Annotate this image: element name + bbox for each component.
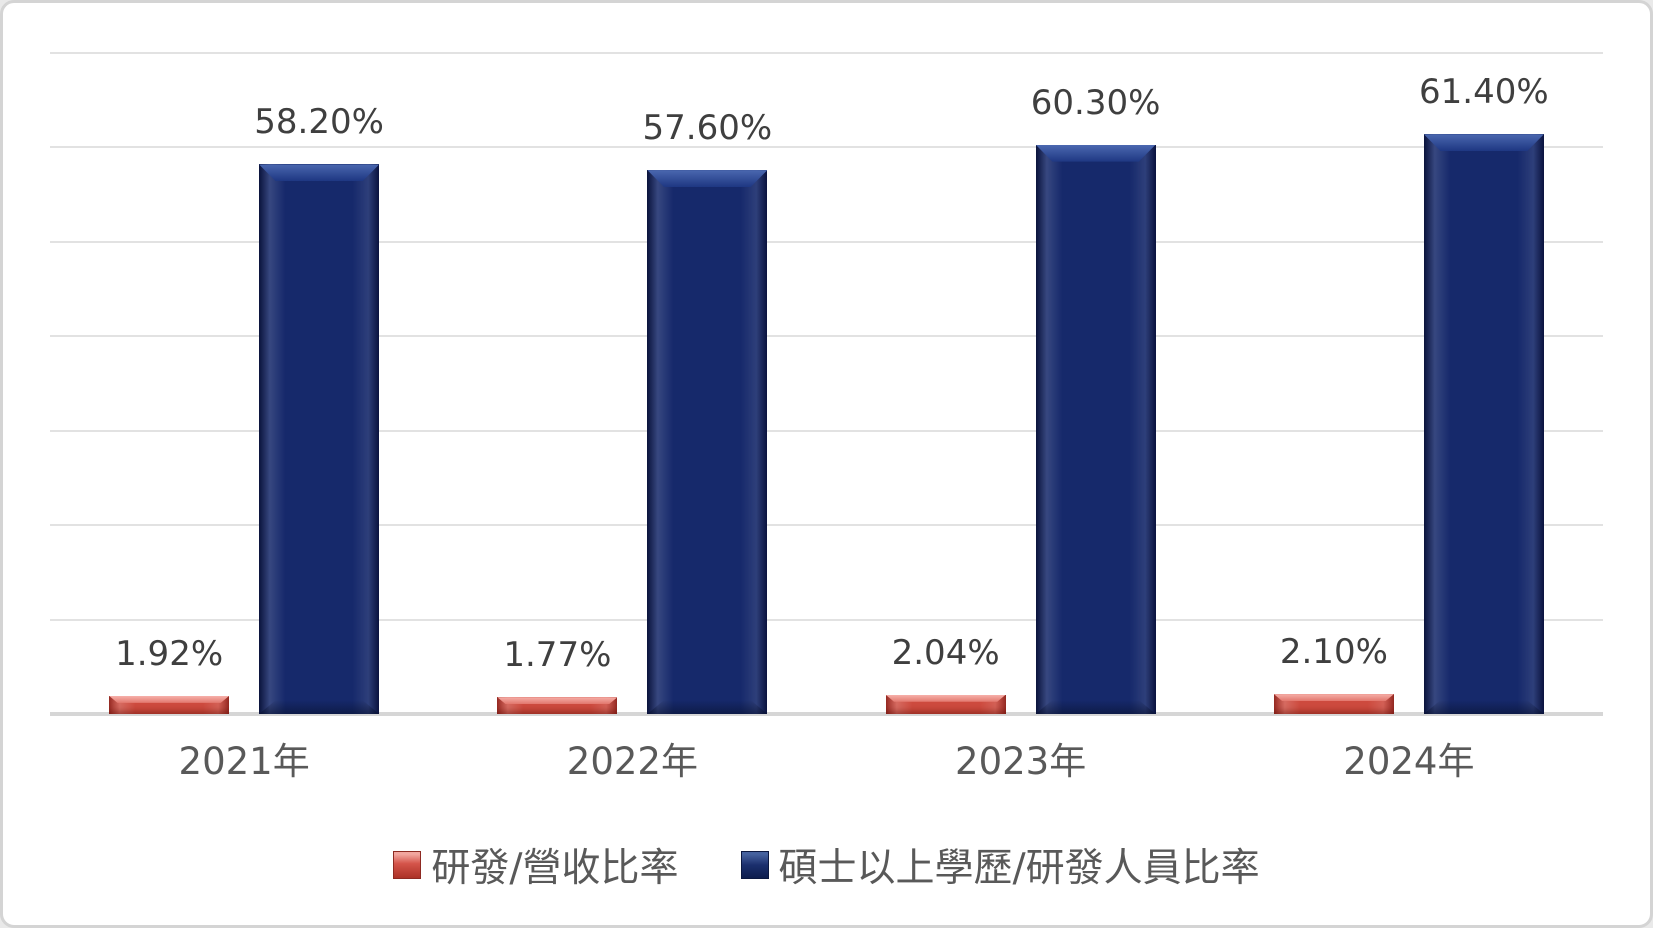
legend-swatch-icon: [393, 851, 422, 879]
bar-data-label: 1.92%: [115, 633, 224, 674]
x-axis-label: 2022年: [566, 740, 698, 783]
gridline: [50, 146, 1603, 149]
gridline: [50, 52, 1603, 54]
bar-group: 1.77% 57.60%: [438, 53, 826, 714]
bar-data-label: 60.30%: [1030, 82, 1161, 123]
gridline: [50, 335, 1603, 338]
bar-groups: 1.92% 58.20% 1.77% 57.60% 2.04% 60.30% 2.10% 61…: [50, 53, 1603, 714]
x-axis-line: [50, 712, 1603, 716]
bar-data-label: 2.04%: [891, 632, 1000, 673]
bar-2024年-series-1: 61.40%: [1419, 72, 1549, 714]
bar-data-label: 61.40%: [1419, 72, 1549, 113]
bar-data-label: 57.60%: [642, 108, 773, 149]
bar-2023年-series-0: 2.04%: [885, 633, 1006, 714]
legend-label: 研發/營收比率: [431, 846, 679, 891]
bar-group: 1.92% 58.20%: [50, 53, 438, 714]
plot-area: 1.92% 58.20% 1.77% 57.60% 2.04% 60.30% 2.10% 61…: [50, 52, 1603, 716]
bar-group: 2.10% 61.40%: [1215, 53, 1603, 714]
gridline: [50, 240, 1603, 243]
x-axis: 2021年 2022年 2023年 2024年: [50, 731, 1603, 785]
bar-2024年-series-0: 2.10%: [1273, 632, 1394, 714]
x-axis-label: 2024年: [1343, 740, 1475, 783]
gridline: [50, 429, 1603, 432]
bar-2021年-series-0: 1.92%: [109, 634, 230, 714]
bar-data-label: 1.77%: [503, 635, 612, 676]
legend: 研發/營收比率 碩士以上學歷/研發人員比率: [3, 837, 1650, 893]
gridline: [50, 524, 1603, 527]
bar-2022年-series-1: 57.60%: [643, 108, 772, 714]
bar-2022年-series-0: 1.77%: [497, 635, 618, 714]
bar-data-label: 2.10%: [1279, 632, 1388, 673]
x-axis-label: 2021年: [178, 740, 310, 783]
legend-label: 碩士以上學歷/研發人員比率: [778, 846, 1260, 891]
legend-swatch-icon: [740, 851, 769, 879]
bar-data-label: 58.20%: [254, 102, 384, 143]
bar-2021年-series-1: 58.20%: [254, 102, 384, 714]
legend-item: 碩士以上學歷/研發人員比率: [740, 837, 1260, 893]
bar-group: 2.04% 60.30%: [827, 53, 1215, 714]
legend-item: 研發/營收比率: [393, 837, 679, 893]
bar-2023年-series-1: 60.30%: [1031, 83, 1160, 714]
x-axis-label: 2023年: [955, 740, 1087, 783]
gridline: [50, 618, 1603, 621]
